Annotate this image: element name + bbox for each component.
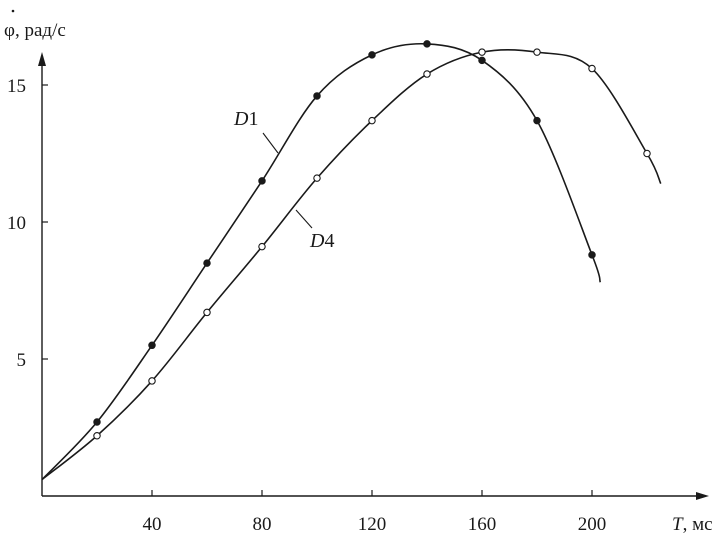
series-label-leader-d4 xyxy=(295,209,313,229)
data-point-d1 xyxy=(478,56,486,65)
data-point-d1 xyxy=(533,116,541,125)
series-label-d4: D4 xyxy=(309,230,334,252)
data-point-d4 xyxy=(258,242,266,251)
x-tick-label: 160 xyxy=(468,514,497,533)
data-point-d4 xyxy=(643,149,651,158)
data-point-d4 xyxy=(478,48,486,56)
data-point-d1 xyxy=(313,92,321,100)
series-label-leader-d1 xyxy=(262,132,279,154)
x-tick-label: 40 xyxy=(143,514,162,533)
x-tick-label: 120 xyxy=(358,514,387,533)
y-axis-arrow xyxy=(38,52,46,66)
data-point-d1 xyxy=(148,341,156,350)
series-label-d1: D1 xyxy=(233,108,258,130)
data-point-d1 xyxy=(258,177,266,185)
series-label-var: D xyxy=(233,108,249,130)
x-axis-arrow xyxy=(696,492,709,500)
data-point-d4 xyxy=(203,308,211,317)
data-point-d4 xyxy=(148,377,156,385)
data-point-d1 xyxy=(93,418,101,426)
data-point-d4 xyxy=(313,174,321,182)
series-label-num: 4 xyxy=(324,230,334,252)
data-point-d4 xyxy=(368,116,376,125)
series-label-num: 1 xyxy=(248,108,258,130)
y-tick-label: 5 xyxy=(17,350,27,371)
data-point-d1 xyxy=(588,251,596,259)
data-point-d1 xyxy=(423,40,431,48)
series-label-var: D xyxy=(309,230,325,252)
data-point-d4 xyxy=(423,70,431,78)
y-axis-title: φ, рад/с xyxy=(4,20,66,41)
data-point-d1 xyxy=(368,51,376,59)
data-point-d4 xyxy=(588,64,596,73)
x-axis-title: T, мс xyxy=(672,514,713,533)
series-line-d1 xyxy=(41,42,602,481)
series-line-d4 xyxy=(41,48,662,481)
y-tick-label: 10 xyxy=(7,213,26,234)
x-tick-label: 80 xyxy=(253,514,272,533)
ticks: 40 80 120 160 200 5 10 15 xyxy=(7,76,606,533)
data-point-d4 xyxy=(93,431,101,440)
data-point-d1 xyxy=(203,259,211,267)
y-tick-label: 15 xyxy=(7,76,26,97)
x-axis-title-unit: , мс xyxy=(683,514,713,533)
y-axis-title-dot xyxy=(11,9,15,13)
x-tick-label: 200 xyxy=(578,514,607,533)
data-point-d4 xyxy=(533,48,541,56)
markers xyxy=(93,40,651,440)
x-axis-title-var: T xyxy=(672,514,684,533)
curves xyxy=(41,42,662,481)
